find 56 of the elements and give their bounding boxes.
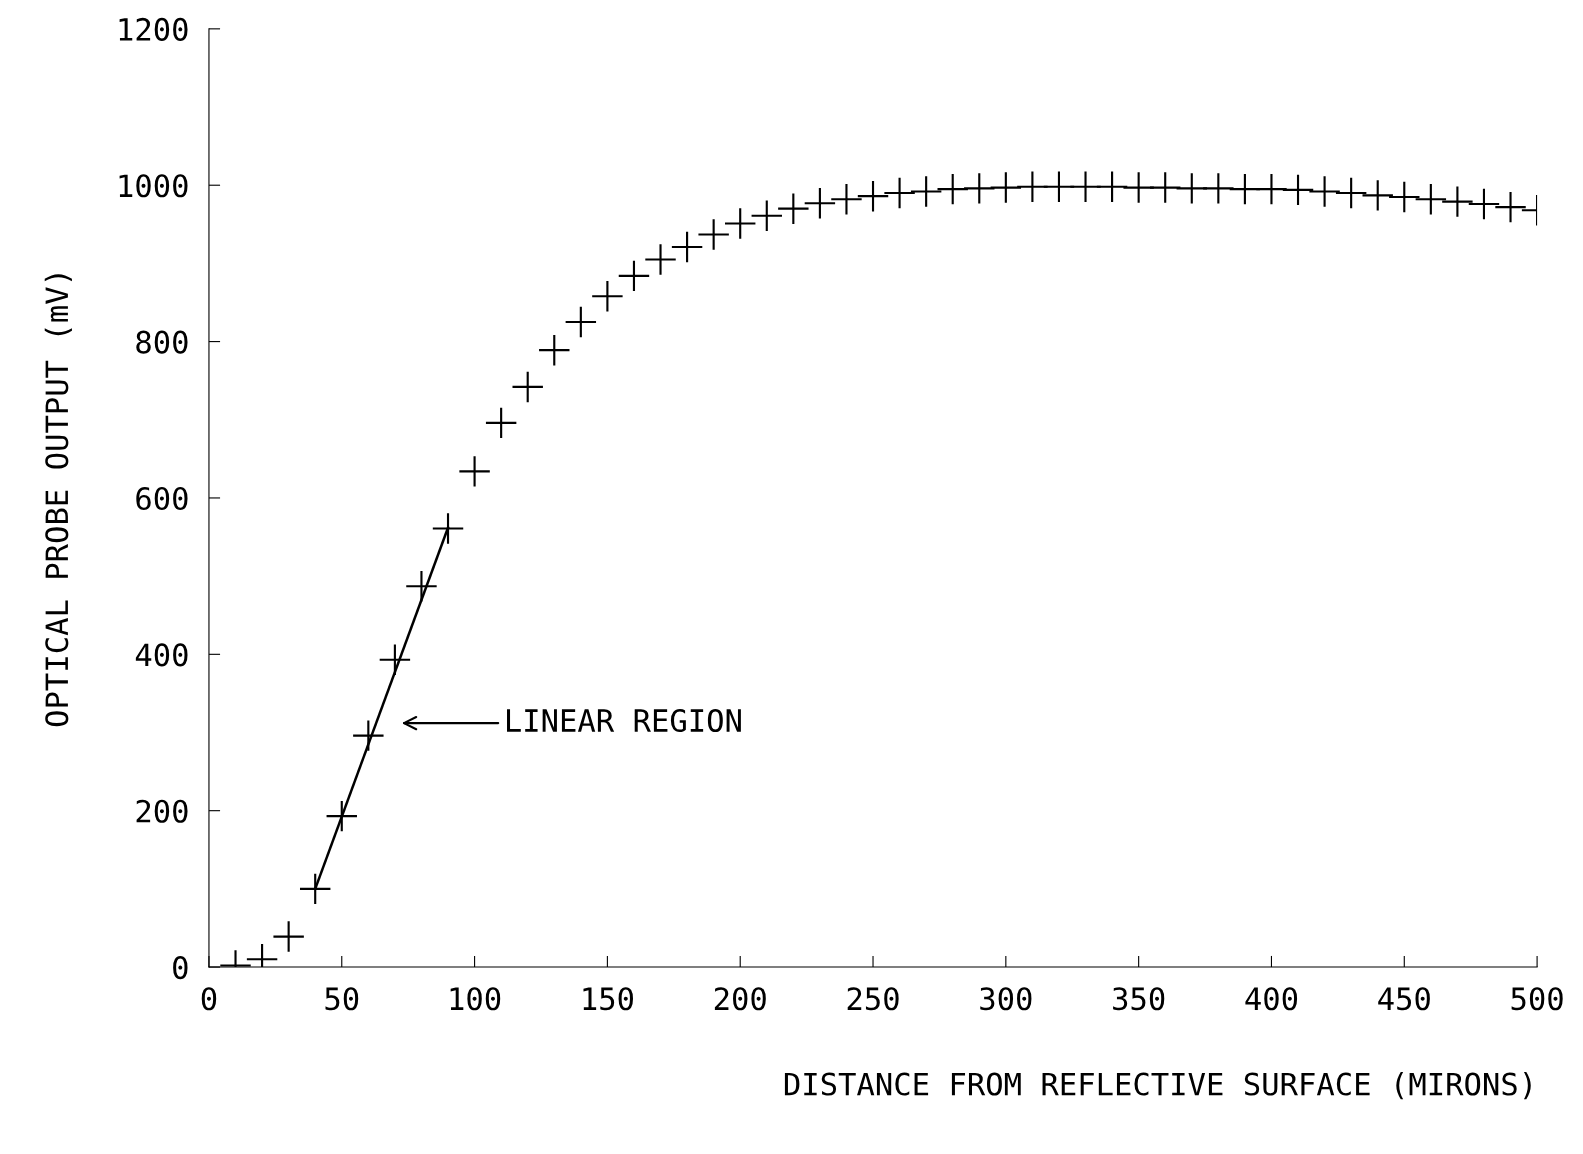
point — [1150, 172, 1181, 203]
point — [1309, 176, 1340, 207]
point — [910, 176, 942, 207]
x-tick-label: 50 — [325, 987, 359, 1011]
point — [459, 456, 490, 487]
x-tick-label: 150 — [583, 987, 634, 1011]
point — [1389, 181, 1420, 213]
point — [432, 513, 464, 544]
point — [698, 219, 729, 250]
point — [671, 231, 703, 263]
point — [1442, 186, 1473, 217]
point — [1203, 173, 1234, 204]
x-tick-label: 300 — [980, 987, 1032, 1011]
point — [831, 184, 862, 215]
point — [1362, 180, 1393, 211]
x-tick-label: 250 — [847, 987, 899, 1011]
x-tick-label: 100 — [450, 987, 501, 1011]
y-tick-label: 1000 — [119, 174, 188, 198]
y-tick-label: 1200 — [119, 17, 188, 41]
point — [884, 177, 915, 209]
x-axis-title: DISTANCE FROM REFLECTIVE SURFACE (MIRONS) — [784, 1071, 1531, 1100]
point — [273, 921, 304, 952]
point — [804, 187, 836, 219]
point — [725, 208, 756, 239]
y-tick-label: 200 — [136, 799, 188, 823]
point — [1282, 174, 1314, 206]
point — [778, 193, 809, 224]
x-tick-label: 200 — [714, 987, 766, 1011]
point — [857, 180, 889, 212]
point — [751, 200, 782, 231]
x-tick-label: 350 — [1113, 987, 1165, 1011]
point — [618, 260, 650, 292]
point — [645, 244, 676, 275]
y-tick-label: 600 — [136, 486, 188, 511]
point — [1335, 177, 1367, 209]
x-tick-label: 450 — [1378, 987, 1430, 1011]
point — [539, 334, 570, 366]
x-tick-label: 400 — [1245, 987, 1298, 1011]
annotation: LINEAR REGION — [507, 708, 741, 733]
point — [592, 281, 623, 312]
point — [485, 407, 517, 439]
x-tick-label: 0 — [201, 987, 217, 1011]
point — [406, 571, 437, 602]
y-axis-title: OPTICAL PROBE OUTPUT (mV) — [44, 274, 72, 727]
y-tick-label: 400 — [135, 643, 188, 667]
point — [512, 371, 543, 403]
point — [937, 173, 968, 205]
y-tick-label: 0 — [173, 956, 188, 980]
x-tick-label: 500 — [1511, 987, 1563, 1011]
point — [565, 306, 597, 338]
point — [990, 172, 1022, 203]
point — [1415, 184, 1447, 215]
point — [1468, 188, 1500, 220]
point — [1256, 173, 1287, 205]
point — [1495, 191, 1526, 223]
y-tick-label: 800 — [136, 330, 188, 354]
